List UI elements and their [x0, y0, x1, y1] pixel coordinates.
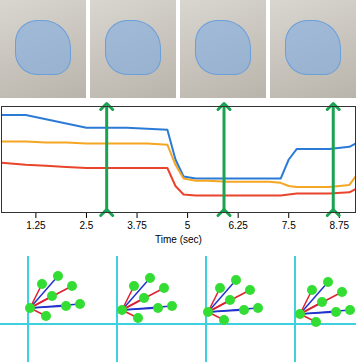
svg-text:6.25: 6.25: [228, 220, 248, 231]
svg-text:7.5: 7.5: [282, 220, 296, 231]
svg-text:3.75: 3.75: [127, 220, 147, 231]
svg-text:1.25: 1.25: [26, 220, 46, 231]
svg-text:5: 5: [185, 220, 191, 231]
svg-text:2.5: 2.5: [80, 220, 94, 231]
svg-text:Time (sec): Time (sec): [155, 234, 202, 245]
svg-text:8.75: 8.75: [330, 220, 350, 231]
